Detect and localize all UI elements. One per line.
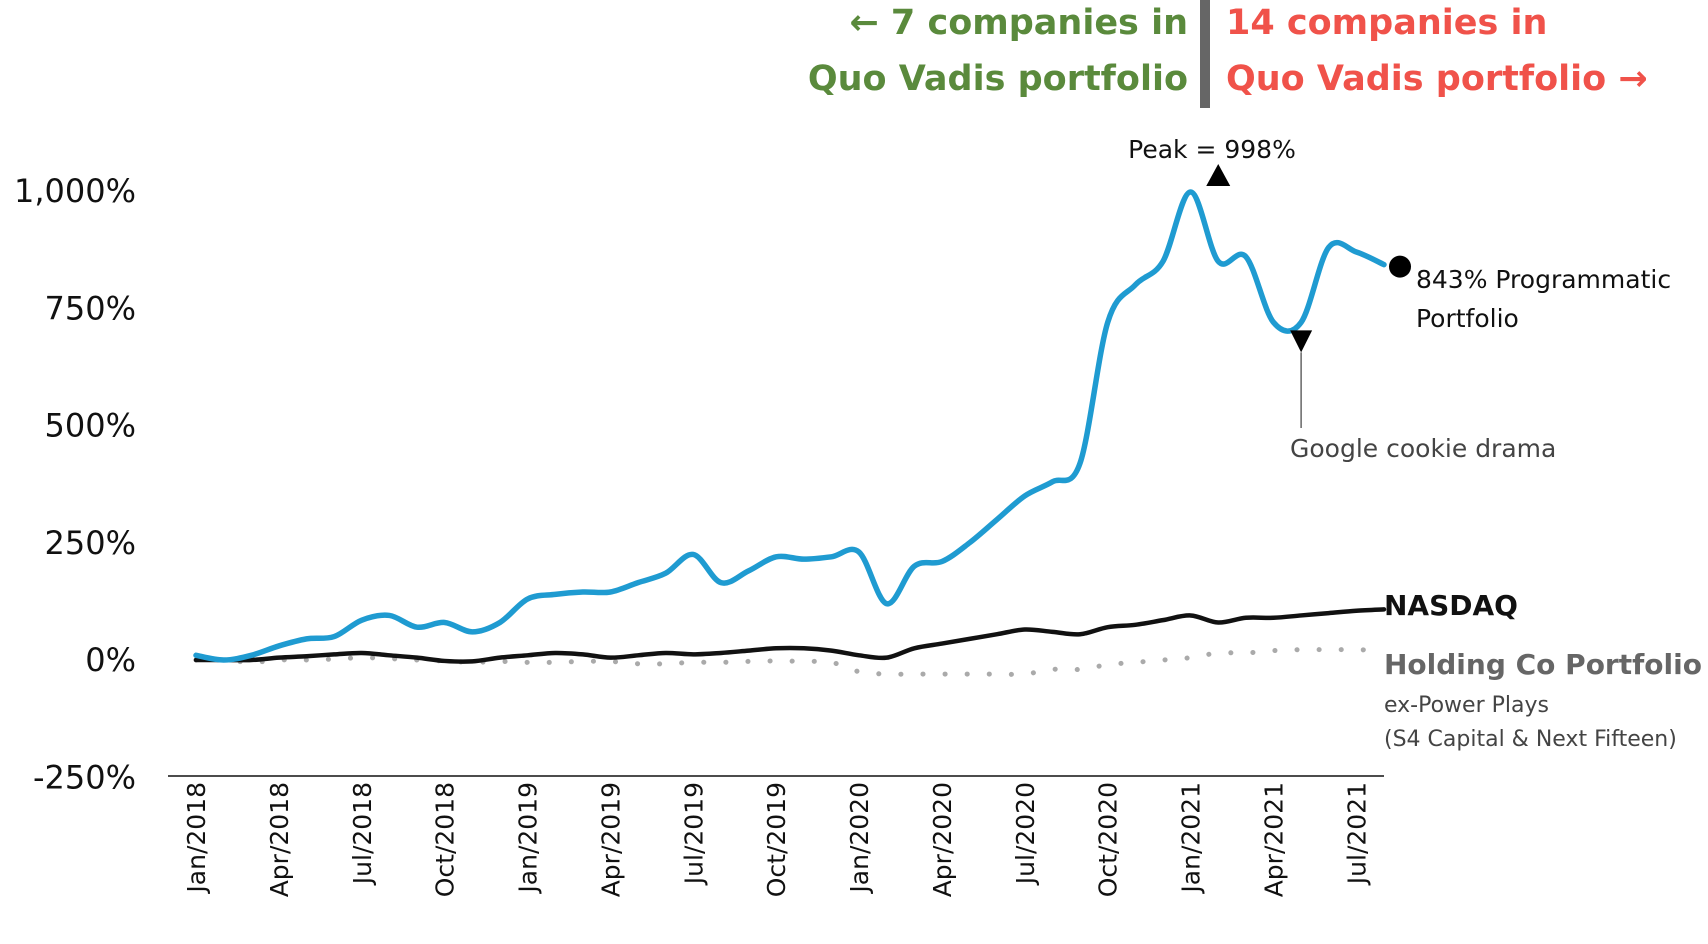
header-divider bbox=[1200, 0, 1210, 108]
end-label-line1: 843% Programmatic bbox=[1416, 265, 1671, 294]
portfolio-header: ← 7 companies in Quo Vadis portfolio 14 … bbox=[808, 0, 1648, 108]
x-tick-label: Jul/2018 bbox=[348, 782, 377, 886]
peak-annotation: Peak = 998% bbox=[1128, 135, 1296, 164]
x-tick-label: Jan/2019 bbox=[514, 782, 543, 895]
holding-label-line2: ex-Power Plays bbox=[1384, 693, 1549, 718]
y-axis: -250% 0% 250% 500% 750% 1,000% bbox=[14, 172, 136, 796]
holding-label-line3: (S4 Capital & Next Fifteen) bbox=[1384, 727, 1677, 752]
end-point-marker bbox=[1389, 255, 1411, 278]
x-tick-label: Apr/2018 bbox=[265, 782, 294, 897]
x-tick-label: Oct/2018 bbox=[431, 782, 460, 897]
x-tick-label: Jul/2021 bbox=[1342, 782, 1371, 886]
series-line-programmatic bbox=[193, 189, 1387, 663]
peak-marker-icon bbox=[1206, 163, 1231, 186]
x-tick-label: Oct/2020 bbox=[1094, 782, 1123, 897]
header-right-line2: Quo Vadis portfolio → bbox=[1226, 59, 1648, 99]
x-tick-label: Apr/2020 bbox=[928, 782, 957, 897]
x-tick-label: Apr/2019 bbox=[596, 782, 625, 897]
x-tick-label: Jan/2021 bbox=[1177, 782, 1206, 895]
y-tick-label: 1,000% bbox=[14, 172, 136, 210]
holding-label-line1: Holding Co Portfolio bbox=[1384, 648, 1702, 681]
end-label-line2: Portfolio bbox=[1416, 304, 1519, 333]
nasdaq-label: NASDAQ bbox=[1384, 589, 1518, 622]
x-tick-label: Jul/2020 bbox=[1011, 782, 1040, 886]
y-tick-label: -250% bbox=[33, 758, 136, 796]
x-tick-label: Jan/2020 bbox=[845, 782, 874, 895]
header-left-line2: Quo Vadis portfolio bbox=[808, 59, 1188, 99]
annotations: Peak = 998% 843% Programmatic Portfolio … bbox=[1128, 135, 1671, 463]
x-axis: Jan/2018 Apr/2018 Jul/2018 Oct/2018 Jan/2019… bbox=[182, 782, 1371, 897]
y-tick-label: 250% bbox=[45, 524, 136, 562]
x-tick-label: Apr/2021 bbox=[1259, 782, 1288, 897]
series-layer bbox=[193, 189, 1387, 677]
y-tick-label: 500% bbox=[45, 407, 136, 445]
x-tick-label: Jul/2019 bbox=[679, 782, 708, 886]
series-labels: NASDAQ Holding Co Portfolio ex-Power Pla… bbox=[1384, 589, 1702, 752]
x-tick-label: Oct/2019 bbox=[762, 782, 791, 897]
x-tick-label: Jan/2018 bbox=[182, 782, 211, 895]
y-tick-label: 0% bbox=[85, 641, 136, 679]
header-left-line1: ← 7 companies in bbox=[849, 3, 1188, 43]
series-line-holding bbox=[193, 647, 1387, 677]
header-right-line1: 14 companies in bbox=[1226, 3, 1547, 43]
cookie-annotation: Google cookie drama bbox=[1290, 434, 1556, 463]
series-line-nasdaq bbox=[193, 607, 1387, 664]
cookie-marker-icon bbox=[1290, 330, 1313, 353]
y-tick-label: 750% bbox=[45, 289, 136, 327]
